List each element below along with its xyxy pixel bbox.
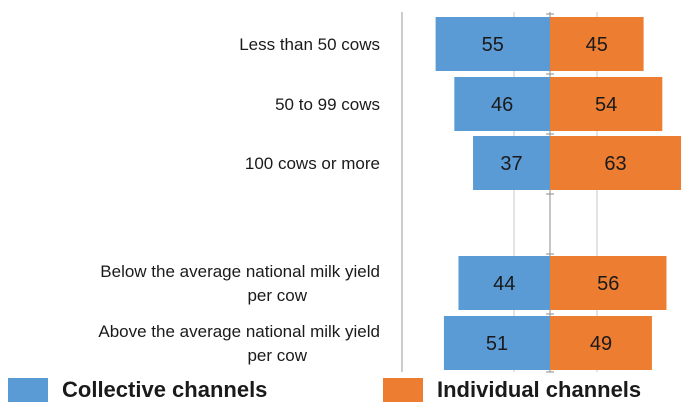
category-label-6: Above the average national milk yield per… [98, 322, 380, 365]
data-label-collective-1: 55 [482, 34, 504, 56]
chart: Less than 50 cows 50 to 99 cows 100 cows o… [98, 12, 682, 373]
category-label-5: Below the average national milk yield per… [100, 262, 380, 305]
bar-individual-1 [550, 17, 644, 71]
bar-collective-3 [473, 136, 550, 190]
category-label-2: 50 to 99 cows [275, 95, 380, 114]
data-label-collective-3: 37 [500, 153, 522, 175]
data-label-individual-2: 54 [595, 94, 617, 116]
bar-individual-5 [550, 256, 667, 310]
bar-individual-3 [550, 136, 682, 190]
legend-label-individual: Individual channels [437, 377, 642, 402]
legend-collective: Collective channels [8, 376, 267, 404]
data-label-collective-5: 44 [493, 273, 515, 295]
data-label-individual-1: 45 [586, 34, 608, 56]
data-label-individual-3: 63 [604, 153, 626, 175]
bar-individual-2 [550, 77, 663, 131]
bar-collective-2 [454, 77, 550, 131]
category-label-1: Less than 50 cows [239, 35, 380, 54]
data-label-collective-6: 51 [486, 333, 508, 355]
legend-label-collective: Collective channels [62, 377, 268, 402]
data-label-collective-2: 46 [491, 94, 513, 116]
bar-collective-1 [435, 17, 550, 71]
data-label-individual-5: 56 [597, 273, 619, 295]
legend-swatch-collective [8, 378, 48, 402]
legend-swatch-individual [383, 378, 423, 402]
data-label-individual-6: 49 [590, 333, 612, 355]
legend-individual: Individual channels [383, 376, 641, 404]
bar-collective-6 [443, 316, 550, 370]
bar-collective-5 [458, 256, 550, 310]
bar-individual-6 [550, 316, 652, 370]
category-label-3: 100 cows or more [245, 154, 380, 173]
